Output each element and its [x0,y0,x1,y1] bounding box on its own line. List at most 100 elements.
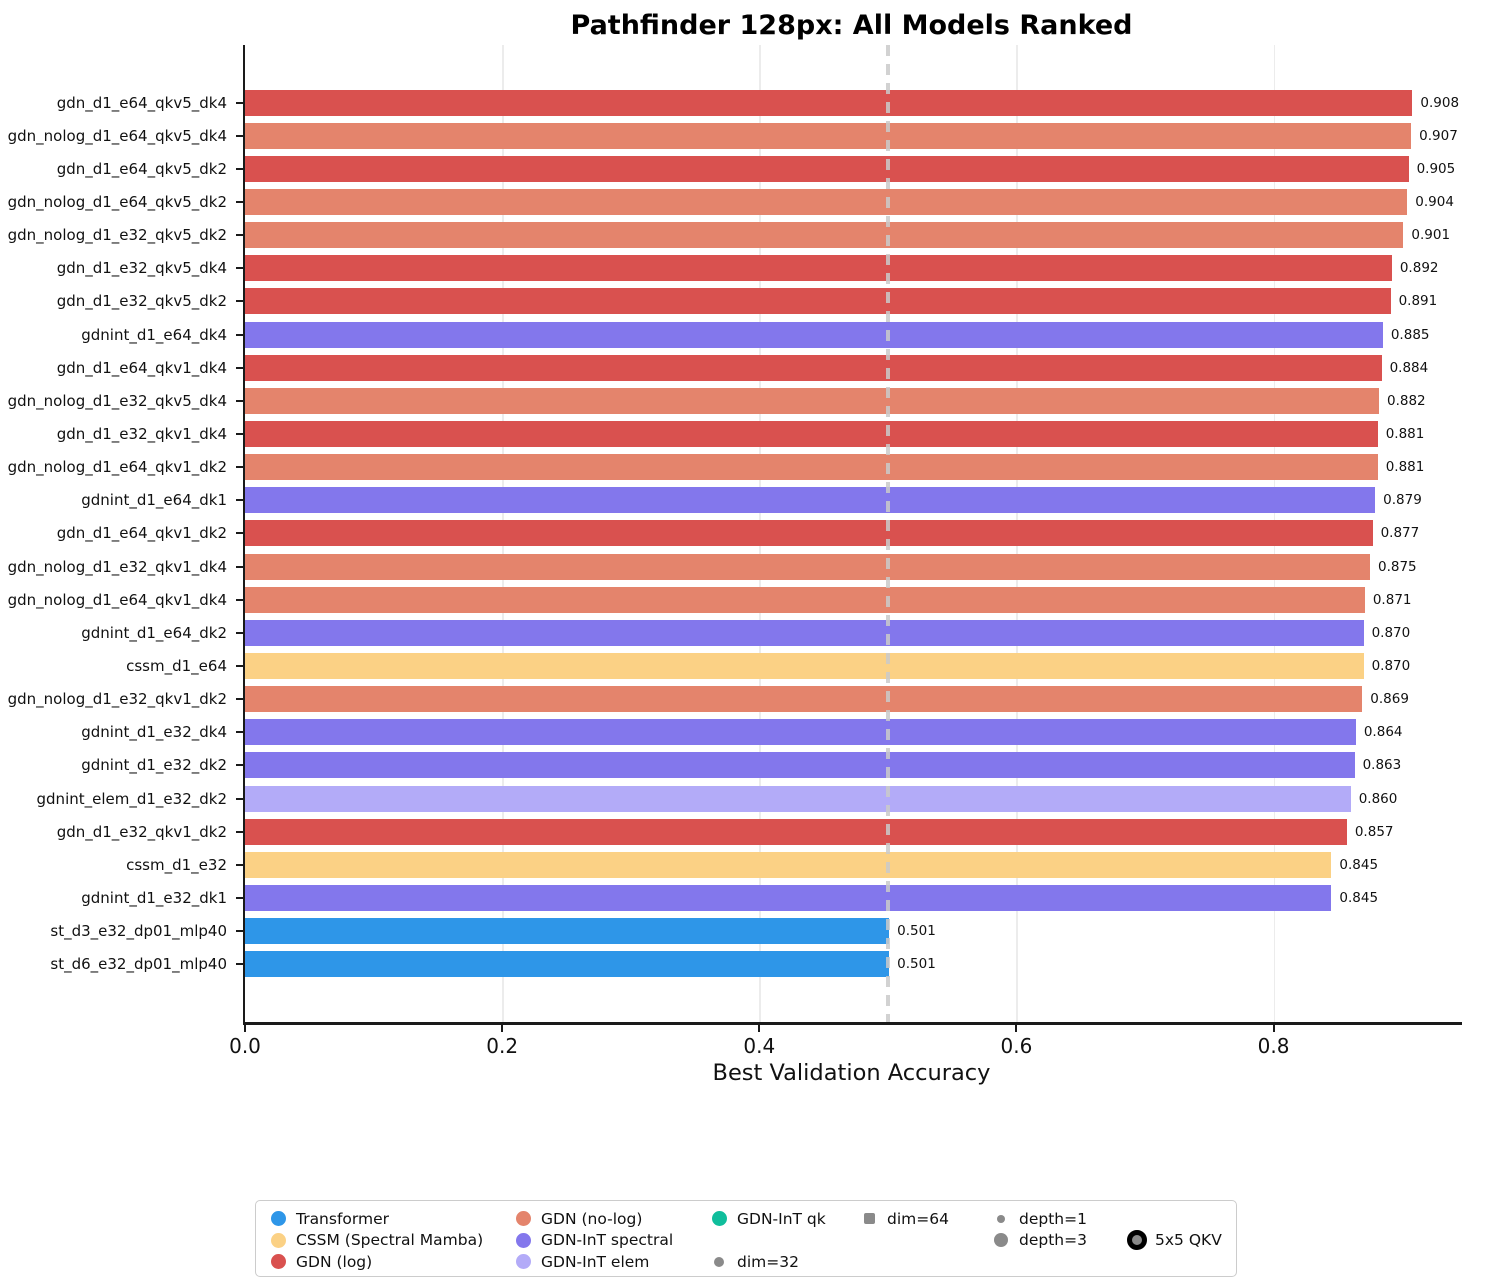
bar-row: 0.904 [236,185,1460,218]
bar-st_d3_e32_dp01_mlp40 [245,918,890,945]
y-tick-mark [236,532,243,535]
y-tick-mark [236,764,243,767]
bar-row: 0.879 [236,484,1460,517]
y-tick-label: gdnint_d1_e64_dk1 [81,491,227,510]
y-tick-mark [236,863,243,866]
bar-value-label: 0.870 [1371,657,1411,674]
legend-item-label: GDN-InT elem [541,1252,650,1271]
bar-gdnint_d1_e32_dk1 [245,884,1332,911]
legend-item: CSSM (Spectral Mamba) [268,1230,483,1252]
bar-value-label: 0.875 [1378,558,1417,575]
y-tick-label: gdn_nolog_d1_e64_qkv5_dk2 [7,192,227,211]
bar-gdnint_elem_d1_e32_dk2 [245,785,1351,812]
bar-gdnint_d1_e64_dk2 [245,619,1364,646]
bar-row: 0.501 [236,948,1460,981]
y-tick-mark [236,466,243,469]
reference-line-0_5 [885,45,890,1022]
legend-item-spacer [1127,1208,1222,1230]
y-tick-mark [236,499,243,502]
bar-row: 0.863 [236,749,1460,782]
x-tick-mark [758,1025,761,1032]
x-tick-label: 0.0 [229,1034,261,1058]
bar-value-label: 0.857 [1354,823,1394,840]
legend-circle-marker-icon [268,1209,288,1229]
legend-item: GDN (log) [268,1251,483,1273]
x-axis-ticks: 0.0 0.2 0.4 0.6 0.8 [229,1025,1460,1085]
y-tick-label: gdnint_d1_e64_dk4 [81,325,227,344]
y-tick-mark [236,432,243,435]
legend-circle-marker-icon [513,1230,533,1250]
y-tick-mark [236,267,243,270]
bar-gdn_d1_e32_qkv1_dk2 [245,818,1347,845]
bar-gdn_nolog_d1_e32_qkv5_dk2 [245,222,1404,249]
y-tick-label: gdn_nolog_d1_e32_qkv5_dk4 [7,391,227,410]
y-tick-mark [236,731,243,734]
bar-value-label: 0.501 [897,956,936,973]
bar-gdn_d1_e32_qkv5_dk4 [245,255,1392,282]
bar-row: 0.857 [236,815,1460,848]
y-tick-label: gdn_d1_e32_qkv1_dk2 [56,822,227,841]
y-tick-mark [236,565,243,568]
y-tick-label: gdn_nolog_d1_e32_qkv1_dk2 [7,690,227,709]
legend-item-label: GDN-InT qk [737,1209,826,1228]
y-tick-label: gdnint_d1_e32_dk1 [81,888,227,907]
y-tick-label: gdn_nolog_d1_e64_qkv5_dk4 [7,126,227,145]
legend-item: depth=3 [991,1230,1087,1252]
bar-value-label: 0.871 [1372,591,1412,608]
bar-gdnint_d1_e32_dk2 [245,752,1355,779]
bar-gdn_nolog_d1_e32_qkv1_dk2 [245,686,1363,713]
x-axis-label: Best Validation Accuracy [712,1060,991,1086]
legend-circle-marker-icon [513,1252,533,1272]
bar-gdn_d1_e64_qkv5_dk4 [245,89,1413,116]
bar-row: 0.870 [236,649,1460,682]
y-tick-mark [236,234,243,237]
bar-row: 0.905 [236,152,1460,185]
bar-row: 0.908 [236,86,1460,119]
y-tick-label: gdnint_d1_e32_dk4 [81,723,227,742]
bar-value-label: 0.870 [1371,624,1411,641]
y-tick-label: cssm_d1_e32 [126,855,227,874]
bar-value-label: 0.864 [1363,724,1403,741]
bar-row: 0.881 [236,417,1460,450]
bar-gdn_nolog_d1_e32_qkv1_dk4 [245,553,1370,580]
bar-value-label: 0.860 [1358,790,1398,807]
bar-value-label: 0.884 [1389,359,1429,376]
legend-item-label: dim=64 [887,1209,949,1228]
legend-item-label: dim=32 [737,1252,799,1271]
bar-gdn_nolog_d1_e64_qkv5_dk2 [245,188,1408,215]
bar-rows: 0.908 0.907 0.905 0.904 0.901 0.892 0.891 0.885… [236,86,1460,981]
legend-column: GDN-InT qk dim=32 [709,1208,826,1273]
legend-circle-marker-icon [268,1252,288,1272]
y-axis-spine [243,45,245,1025]
legend-item-label: CSSM (Spectral Mamba) [296,1231,484,1250]
bar-cssm_d1_e64 [245,652,1364,679]
legend-item: dim=64 [859,1208,949,1230]
legend-item: GDN-InT elem [513,1251,673,1273]
y-tick-label: gdn_nolog_d1_e64_qkv1_dk4 [7,590,227,609]
y-tick-mark [236,963,243,966]
x-tick-mark [1015,1025,1018,1032]
legend-item: GDN-InT qk [709,1208,826,1230]
legend-item: Transformer [268,1208,483,1230]
x-tick-mark [501,1025,504,1032]
bar-row: 0.871 [236,583,1460,616]
legend-column: dim=64 [859,1208,949,1273]
x-tick-label: 0.8 [1257,1034,1290,1058]
x-tick-mark [244,1025,246,1032]
y-tick-label: gdn_d1_e32_qkv1_dk4 [56,424,227,443]
bar-gdn_nolog_d1_e32_qkv5_dk4 [245,387,1379,414]
bar-cssm_d1_e32 [245,851,1332,878]
bar-gdn_d1_e64_qkv1_dk2 [245,520,1373,547]
y-tick-label: gdn_nolog_d1_e64_qkv1_dk2 [7,458,227,477]
y-tick-mark [236,698,243,701]
y-tick-label: st_d6_e32_dp01_mlp40 [50,955,227,974]
bar-row: 0.860 [236,782,1460,815]
bar-gdn_nolog_d1_e64_qkv1_dk4 [245,586,1365,613]
bar-value-label: 0.869 [1370,691,1409,708]
bar-row: 0.869 [236,683,1460,716]
legend-circle-marker-icon [709,1209,729,1229]
y-tick-mark [236,167,243,170]
bar-row: 0.881 [236,451,1460,484]
bar-value-label: 0.882 [1387,392,1426,409]
bar-row: 0.884 [236,351,1460,384]
